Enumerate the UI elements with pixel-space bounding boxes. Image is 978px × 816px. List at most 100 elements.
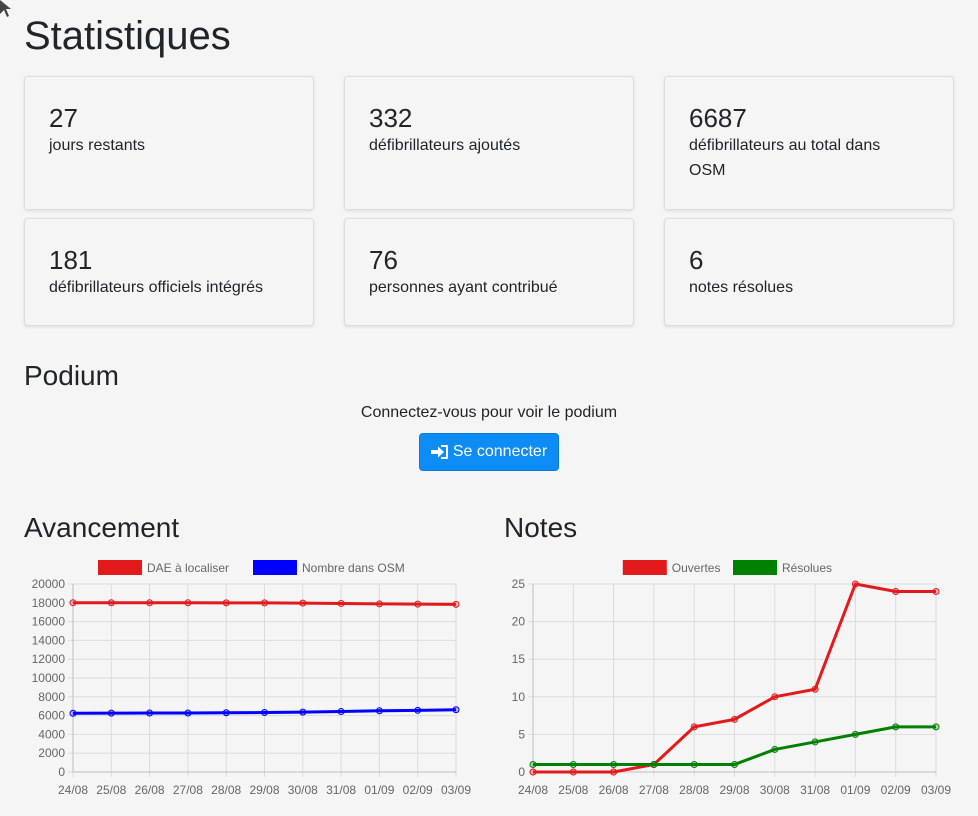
stat-card-contributors: 76 personnes ayant contribué	[344, 218, 634, 326]
x-tick-label: 25/08	[558, 783, 588, 797]
data-point	[299, 599, 307, 607]
y-tick-label: 2000	[38, 746, 65, 760]
stat-value: 27	[49, 103, 78, 133]
y-tick-label: 5	[518, 727, 525, 741]
x-tick-label: 29/08	[249, 783, 279, 797]
data-point	[69, 709, 77, 717]
legend-swatch	[733, 560, 777, 575]
data-point	[650, 760, 658, 768]
x-tick-label: 03/09	[921, 783, 951, 797]
data-point	[851, 730, 859, 738]
series-line	[72, 601, 457, 606]
data-point	[337, 708, 345, 716]
data-point	[222, 709, 230, 717]
legend-label: DAE à localiser	[147, 561, 229, 575]
data-point	[146, 599, 154, 607]
y-tick-label: 10	[512, 690, 526, 704]
data-point	[261, 599, 268, 607]
data-point	[731, 715, 738, 723]
legend-label: Nombre dans OSM	[302, 561, 405, 575]
notes-chart: 0 5 10 15 20 25 24/08 25/08 26/08 27/08 28/08 29/08…	[512, 560, 951, 797]
y-tick-label: 25	[512, 577, 526, 591]
y-tick-label: 18000	[32, 596, 66, 610]
x-tick-label: 28/08	[679, 783, 709, 797]
data-point	[375, 600, 383, 608]
data-point	[299, 708, 307, 716]
y-tick-label: 20	[512, 615, 526, 629]
progress-chart: 0 2000 4000 6000 8000 10000 12000 14000 16000 180…	[32, 560, 471, 797]
y-tick-label: 10000	[32, 671, 66, 685]
data-point	[146, 709, 154, 717]
data-point	[610, 768, 618, 776]
x-tick-label: 27/08	[639, 783, 669, 797]
chart-heading-progress: Avancement	[24, 512, 180, 543]
x-tick-label: 28/08	[211, 783, 241, 797]
stat-label: jours restants	[49, 137, 146, 154]
legend-swatch	[98, 560, 142, 575]
data-point	[690, 723, 698, 731]
data-point	[414, 706, 422, 714]
stat-label: défibrillateurs ajoutés	[369, 137, 521, 154]
legend-swatch	[622, 560, 667, 575]
sign-in-icon	[430, 445, 448, 459]
y-tick-label: 12000	[32, 652, 66, 666]
stat-card-notes-resolved: 6 notes résolues	[664, 218, 954, 326]
y-tick-label: 14000	[32, 633, 66, 647]
stat-card-total-osm: 6687 défibrillateurs au total dans OSM	[664, 76, 954, 210]
data-point	[610, 760, 618, 768]
x-tick-label: 26/08	[135, 783, 165, 797]
series-line	[72, 708, 457, 715]
stat-card-official: 181 défibrillateurs officiels intégrés	[24, 218, 314, 326]
data-point	[811, 738, 819, 746]
x-tick-label: 24/08	[518, 783, 548, 797]
data-point	[107, 599, 115, 607]
x-tick-label: 30/08	[760, 783, 790, 797]
x-tick-label: 29/08	[719, 783, 749, 797]
data-point	[892, 588, 900, 596]
data-point	[452, 600, 460, 608]
data-point	[569, 760, 577, 768]
stat-card-days-remaining: 27 jours restants	[24, 76, 314, 210]
data-point	[892, 723, 900, 731]
y-tick-label: 6000	[38, 709, 65, 723]
stat-label: défibrillateurs au total dans OSM	[689, 137, 881, 179]
y-tick-label: 20000	[32, 577, 66, 591]
stat-label: défibrillateurs officiels intégrés	[49, 279, 264, 296]
x-tick-label: 03/09	[441, 783, 471, 797]
data-point	[184, 709, 192, 717]
data-point	[529, 760, 537, 768]
podium-title: Podium	[24, 360, 119, 391]
y-tick-label: 15	[512, 652, 526, 666]
data-point	[771, 693, 779, 701]
data-point	[771, 745, 779, 753]
legend-label: Résolues	[782, 561, 832, 575]
series-line	[533, 725, 936, 766]
data-point	[811, 685, 819, 693]
data-point	[690, 760, 698, 768]
x-tick-label: 01/09	[840, 783, 870, 797]
data-point	[107, 709, 115, 717]
data-point	[731, 760, 738, 768]
series-line	[533, 582, 936, 774]
x-tick-label: 31/08	[326, 783, 356, 797]
data-point	[222, 599, 230, 607]
y-tick-label: 4000	[38, 727, 65, 741]
x-tick-label: 24/08	[58, 783, 88, 797]
data-point	[851, 580, 859, 588]
legend-swatch	[253, 560, 297, 575]
data-point	[529, 768, 537, 776]
x-tick-label: 30/08	[288, 783, 318, 797]
chart-heading-notes: Notes	[504, 512, 578, 543]
y-tick-label: 0	[518, 765, 525, 779]
stat-value: 6687	[689, 103, 747, 133]
y-tick-label: 0	[58, 765, 65, 779]
login-button[interactable]: Se connecter	[419, 433, 559, 471]
y-tick-label: 16000	[32, 615, 66, 629]
stat-value: 6	[689, 245, 704, 275]
data-point	[452, 706, 460, 714]
data-point	[184, 599, 192, 607]
data-point	[375, 707, 383, 715]
stat-value: 332	[369, 103, 413, 133]
stat-value: 181	[49, 245, 93, 275]
data-point	[69, 599, 77, 607]
